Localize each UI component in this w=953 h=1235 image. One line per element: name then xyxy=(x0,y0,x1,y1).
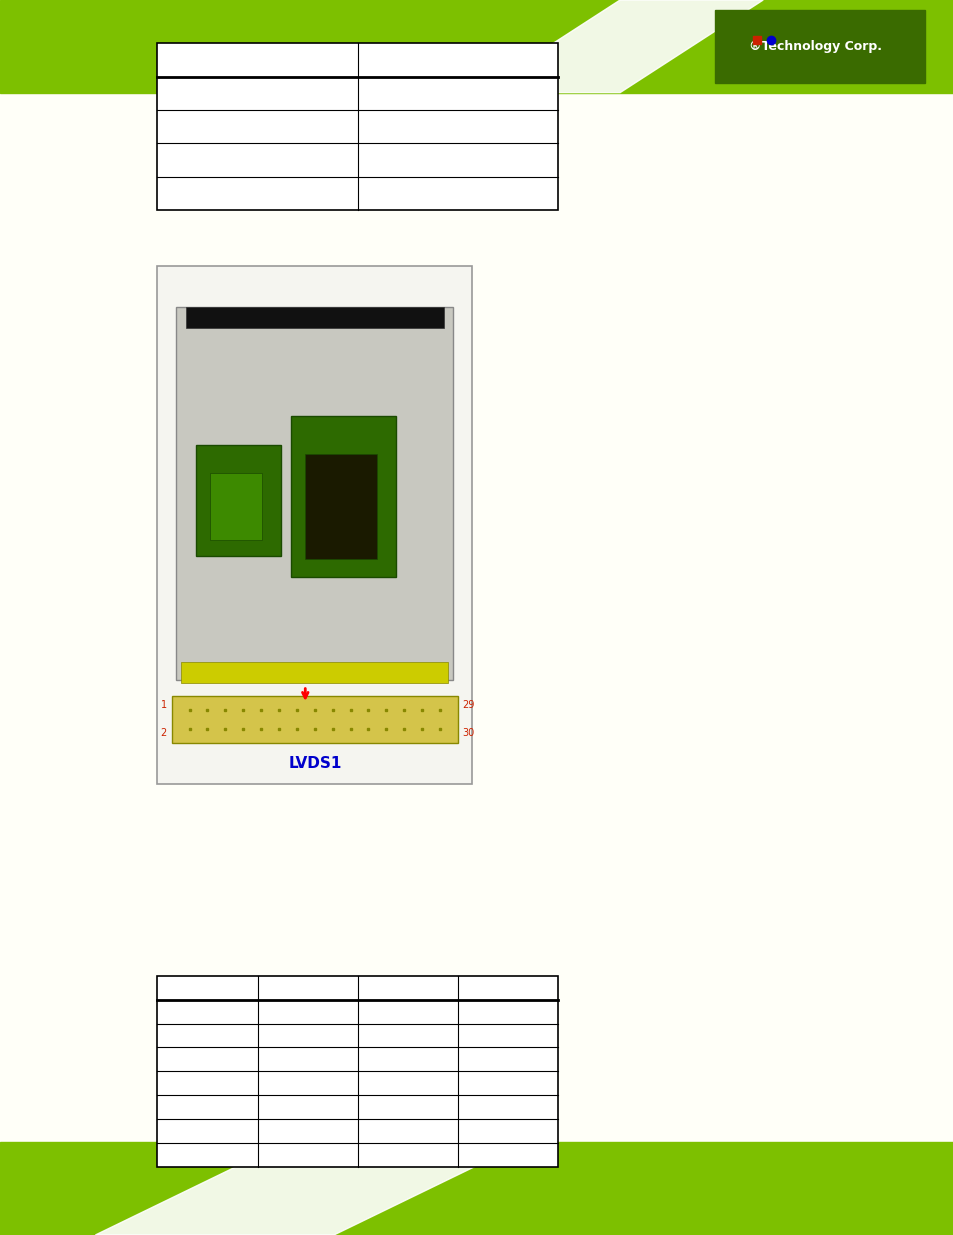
Text: 29: 29 xyxy=(462,700,475,710)
Bar xyxy=(291,416,395,577)
Text: 2: 2 xyxy=(160,729,167,739)
Bar xyxy=(305,453,376,558)
Bar xyxy=(157,266,472,784)
Bar xyxy=(176,308,453,680)
Polygon shape xyxy=(95,1142,524,1235)
Bar xyxy=(157,43,558,210)
Text: LVDS1: LVDS1 xyxy=(288,756,341,771)
Bar xyxy=(172,697,457,742)
Bar xyxy=(715,10,924,83)
Bar xyxy=(210,473,262,541)
Bar xyxy=(157,976,558,1167)
Bar xyxy=(195,445,281,556)
Text: 1: 1 xyxy=(161,700,167,710)
Bar xyxy=(0,1142,953,1235)
Text: 30: 30 xyxy=(462,729,475,739)
Bar xyxy=(0,0,953,93)
Bar xyxy=(181,662,448,683)
Polygon shape xyxy=(476,0,762,93)
Text: ®Technology Corp.: ®Technology Corp. xyxy=(748,40,882,53)
Bar xyxy=(186,308,443,327)
